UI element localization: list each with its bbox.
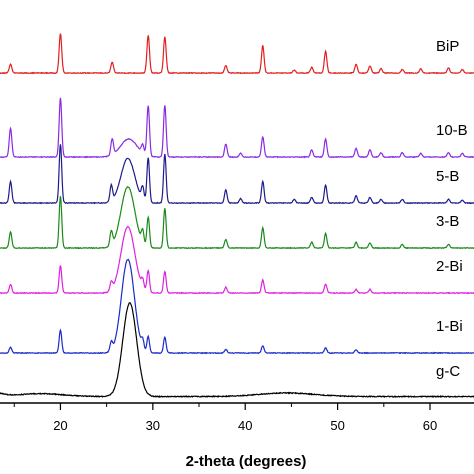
series-traces xyxy=(0,33,474,398)
series-line-bip xyxy=(0,33,474,75)
series-label-2-bi: 2-Bi xyxy=(436,258,463,275)
series-line-10-b xyxy=(0,97,474,159)
x-tick-label: 20 xyxy=(53,418,67,433)
series-label-10-b: 10-B xyxy=(436,122,468,139)
series-labels: BiP 10-B 5-B 3-B 2-Bi 1-Bi g-C xyxy=(436,38,468,380)
series-line-5-b xyxy=(0,144,474,205)
series-label-g-c: g-C xyxy=(436,363,460,380)
series-label-1-bi: 1-Bi xyxy=(436,318,463,335)
series-line-2-bi xyxy=(0,225,474,295)
x-tick-label: 60 xyxy=(423,418,437,433)
series-label-bip: BiP xyxy=(436,38,459,55)
x-tick-label: 50 xyxy=(330,418,344,433)
x-axis-title: 2-theta (degrees) xyxy=(186,453,307,470)
x-tick-label: 30 xyxy=(146,418,160,433)
series-label-5-b: 5-B xyxy=(436,168,459,185)
series-label-3-b: 3-B xyxy=(436,213,459,230)
x-tick-label: 40 xyxy=(238,418,252,433)
series-line-g-c xyxy=(0,302,474,398)
x-axis: 20 30 40 50 60 xyxy=(0,402,474,433)
series-line-1-bi xyxy=(0,258,474,355)
series-line-3-b xyxy=(0,185,474,250)
